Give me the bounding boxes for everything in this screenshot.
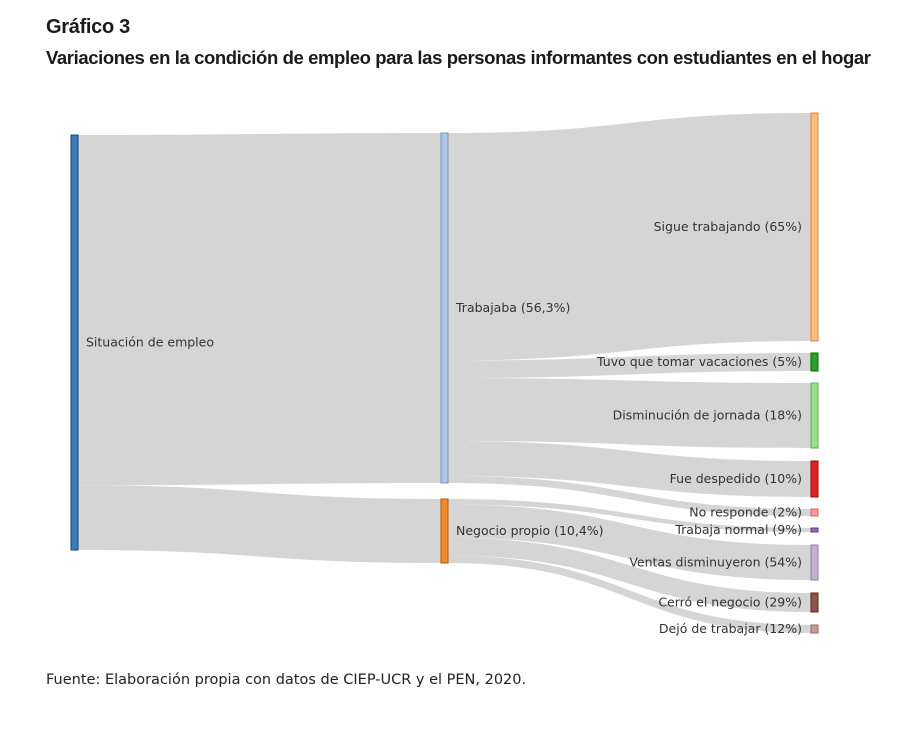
node-label-desp: Fue despedido (10%) <box>670 471 802 486</box>
node-neg <box>440 498 449 564</box>
node-label-vac: Tuvo que tomar vacaciones (5%) <box>596 354 802 369</box>
node-ventas <box>810 544 819 581</box>
node-dejo <box>810 624 819 634</box>
node-label-ventas: Ventas disminuyeron (54%) <box>629 555 802 570</box>
node-trab <box>440 132 449 484</box>
node-dism <box>810 382 819 449</box>
node-label-dejo: Dejó de trabajar (12%) <box>659 621 802 636</box>
link-trab-sigue <box>448 113 811 361</box>
node-nores <box>810 508 819 517</box>
node-label-sigue: Sigue trabajando (65%) <box>654 219 802 234</box>
link-neg-ventas <box>448 504 811 580</box>
node-label-normal: Trabaja normal (9%) <box>674 522 802 537</box>
link-trab-desp <box>448 441 811 497</box>
title-block: Gráfico 3 Variaciones en la condición de… <box>46 16 871 69</box>
link-trab-vac <box>448 353 811 378</box>
chart-number: Gráfico 3 <box>46 16 130 38</box>
node-desp <box>810 460 819 498</box>
link-root-trab <box>78 133 441 486</box>
node-root <box>70 134 79 551</box>
link-root-neg <box>78 485 441 563</box>
node-label-neg: Negocio propio (10,4%) <box>456 523 604 538</box>
node-sigue <box>810 112 819 342</box>
link-trab-dism <box>448 378 811 448</box>
nodes-group: Situación de empleo Trabajaba (56,3%) Nego… <box>70 112 819 636</box>
link-neg-normal <box>448 499 811 532</box>
node-normal <box>810 527 819 533</box>
link-trab-nores <box>448 476 811 516</box>
node-cerro <box>810 592 819 613</box>
links-group <box>78 113 811 633</box>
node-label-trab: Trabajaba (56,3%) <box>455 300 570 315</box>
link-neg-dejo <box>448 555 811 633</box>
link-neg-cerro <box>448 537 811 612</box>
node-label-root: Situación de empleo <box>86 335 214 350</box>
node-label-nores: No responde (2%) <box>689 505 802 520</box>
node-label-cerro: Cerró el negocio (29%) <box>658 595 802 610</box>
node-label-dism: Disminución de jornada (18%) <box>613 408 802 423</box>
node-vac <box>810 352 819 372</box>
chart-title: Variaciones en la condición de empleo pa… <box>46 47 871 68</box>
source-note: Fuente: Elaboración propia con datos de … <box>46 672 527 688</box>
